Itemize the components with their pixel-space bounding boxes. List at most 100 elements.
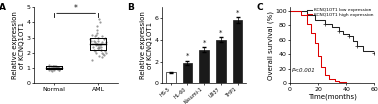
Point (48, 69, 54, 70)
X-axis label: Time(months): Time(months) (308, 93, 356, 100)
KCNQ1OT1 low expression (351, 41, 355, 42)
Point (50, 66, 56, 67)
Point (51, 65, 57, 67)
Text: A: A (0, 3, 6, 12)
Point (97, 44, 103, 46)
Point (91, 40, 97, 41)
KCNQ1OT1 low expression (299, 10, 304, 12)
KCNQ1OT1 high expression (337, 81, 341, 82)
KCNQ1OT1 low expression (288, 10, 292, 12)
KCNQ1OT1 high expression (309, 32, 313, 33)
Point (94, 43, 100, 45)
Point (53, 66, 59, 67)
KCNQ1OT1 high expression (323, 74, 327, 75)
Text: *: * (74, 4, 78, 13)
Point (51, 68, 57, 70)
Point (95, 37, 101, 38)
Point (51, 69, 57, 71)
Point (102, 50, 108, 52)
KCNQ1OT1 low expression (347, 36, 351, 37)
Point (46, 67, 53, 69)
Text: C: C (256, 3, 263, 12)
KCNQ1OT1 high expression (327, 78, 332, 79)
Point (94, 37, 101, 38)
Point (89, 34, 95, 35)
Bar (216, 40, 226, 83)
Bar (199, 50, 209, 83)
KCNQ1OT1 high expression (358, 83, 363, 84)
KCNQ1OT1 high expression (333, 80, 337, 82)
Point (101, 38, 107, 40)
Point (48, 65, 54, 67)
Point (88, 40, 94, 41)
Point (96, 19, 102, 20)
KCNQ1OT1 low expression (361, 51, 365, 52)
Point (103, 41, 109, 43)
Point (52, 65, 58, 67)
Point (92, 50, 98, 52)
KCNQ1OT1 high expression (344, 83, 349, 84)
Point (54, 68, 60, 70)
Point (90, 46, 96, 48)
Point (99, 54, 105, 55)
Point (50, 66, 56, 67)
Point (99, 35, 105, 37)
Point (94, 29, 100, 31)
Point (95, 44, 101, 46)
KCNQ1OT1 low expression (337, 30, 341, 32)
Point (102, 37, 108, 38)
Point (94, 40, 101, 41)
KCNQ1OT1 high expression (351, 83, 355, 84)
Text: *: * (186, 53, 189, 59)
Bar (233, 20, 242, 83)
Point (96, 46, 102, 48)
KCNQ1OT1 high expression (288, 10, 292, 12)
Point (92, 41, 98, 43)
KCNQ1OT1 high expression (316, 55, 320, 56)
Legend: KCNQ1OT1 low expression, KCNQ1OT1 high expression: KCNQ1OT1 low expression, KCNQ1OT1 high e… (307, 8, 374, 17)
KCNQ1OT1 high expression (305, 23, 309, 25)
Bar (166, 72, 175, 83)
Point (46, 64, 53, 66)
Point (98, 43, 104, 45)
Point (98, 22, 104, 23)
Point (87, 38, 93, 40)
Point (92, 35, 98, 37)
KCNQ1OT1 high expression (313, 43, 318, 44)
Point (55, 66, 61, 68)
Point (56, 69, 62, 70)
Line: KCNQ1OT1 high expression: KCNQ1OT1 high expression (290, 11, 360, 83)
Point (50, 68, 56, 70)
Point (96, 55, 102, 57)
Point (53, 66, 59, 68)
Line: KCNQ1OT1 low expression: KCNQ1OT1 low expression (290, 11, 374, 53)
Point (94, 25, 100, 26)
Point (95, 47, 101, 48)
Point (93, 44, 99, 46)
Point (94, 32, 100, 34)
Text: P<0.001: P<0.001 (291, 68, 315, 73)
Point (93, 52, 99, 54)
Point (49, 67, 55, 69)
Point (99, 52, 105, 54)
KCNQ1OT1 low expression (313, 19, 318, 20)
Point (101, 54, 107, 56)
Point (56, 68, 62, 70)
Text: *: * (203, 40, 206, 46)
Point (98, 49, 104, 51)
Point (99, 57, 105, 58)
Point (56, 69, 62, 71)
Point (98, 49, 104, 51)
Point (55, 66, 61, 68)
KCNQ1OT1 high expression (319, 67, 323, 68)
Point (102, 52, 108, 54)
Y-axis label: Overall survival (%): Overall survival (%) (267, 11, 274, 80)
Bar (183, 63, 192, 83)
KCNQ1OT1 high expression (299, 14, 304, 15)
Y-axis label: Relative expression
of KCNQ1OT1: Relative expression of KCNQ1OT1 (12, 11, 25, 79)
KCNQ1OT1 low expression (341, 33, 345, 35)
Text: *: * (219, 30, 223, 36)
KCNQ1OT1 low expression (372, 52, 376, 53)
Point (46, 69, 53, 71)
Point (93, 34, 99, 35)
